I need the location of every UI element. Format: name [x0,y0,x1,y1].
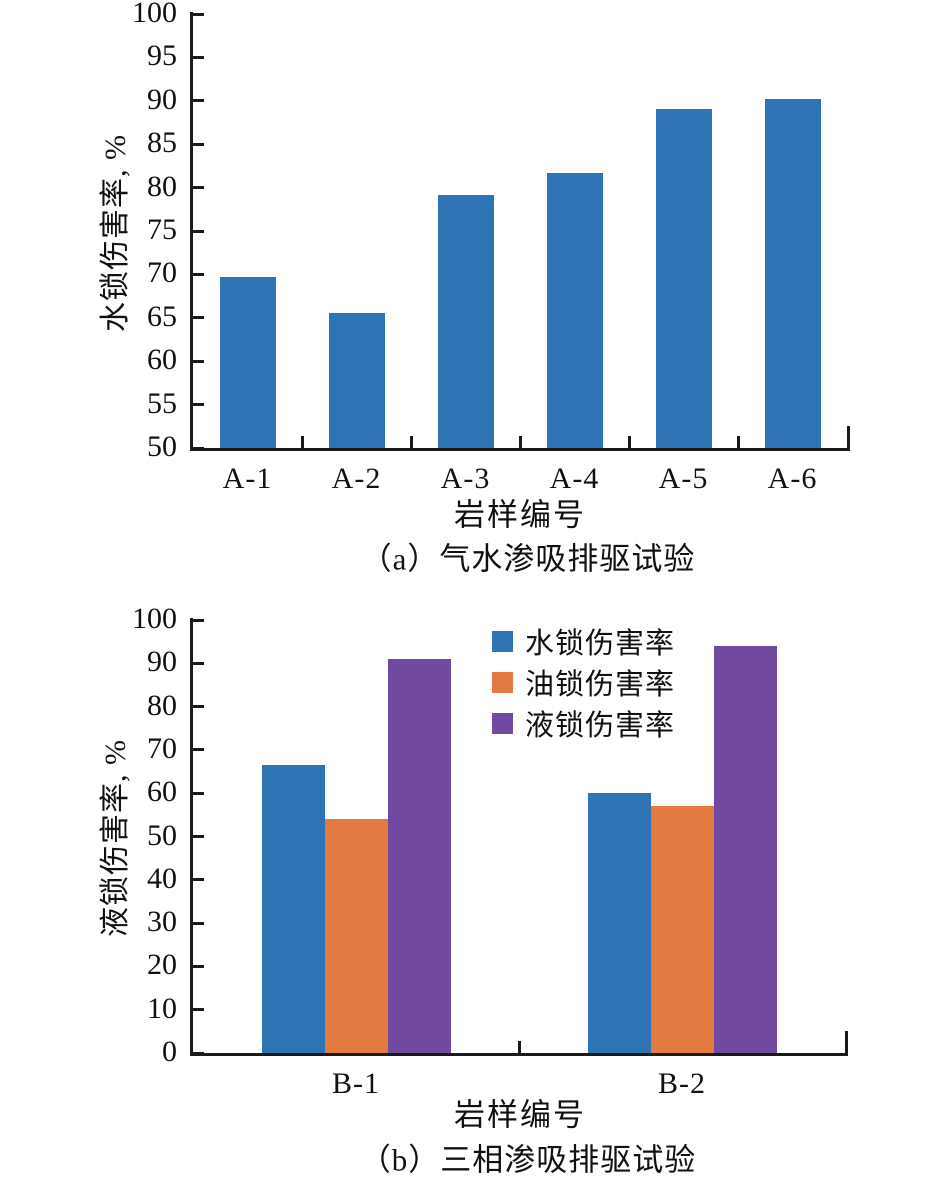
x-category-label: A-3 [440,462,491,495]
y-tick-label: 50 [147,818,177,852]
y-tick-label: 70 [147,256,177,290]
y-tick-label: 100 [132,0,177,29]
chart-a-x-axis-title: 岩样编号 [454,497,586,533]
legend-item: 油锁伤害率 [492,667,675,701]
y-tick-label: 95 [147,39,177,73]
chart-b-x-axis-title: 岩样编号 [454,1097,586,1133]
bar [261,765,325,1053]
y-tick-label: 40 [147,861,177,895]
y-tick-label: 50 [147,430,177,463]
x-boundary-tick [627,436,631,448]
y-tick [193,316,204,320]
x-axis-end-cap [845,1031,848,1053]
y-tick-label: 80 [147,169,177,203]
y-axis-line [190,12,193,451]
y-tick-label: 55 [147,386,177,420]
y-tick [193,229,204,233]
bar [387,658,451,1053]
x-boundary-tick [300,436,304,448]
y-tick [193,272,204,276]
y-tick [193,964,204,968]
chart-a-y-axis-title: 水锁伤害率, % [99,134,132,332]
y-axis-line [190,618,193,1056]
x-axis-line [190,1053,848,1056]
bar [324,819,388,1053]
y-tick-label: 60 [147,343,177,377]
x-axis-line [190,448,850,451]
x-boundary-tick [409,436,413,448]
chart-b-caption: （b）三相渗吸排驱试验 [359,1142,697,1178]
bar [328,313,385,448]
y-tick [193,748,204,752]
y-tick [193,12,204,16]
chart-a-caption: （a）气水渗吸排驱试验 [360,541,696,577]
bar [655,108,712,448]
y-tick-label: 10 [147,991,177,1025]
y-tick [193,142,204,146]
y-tick [193,1051,204,1055]
y-tick [193,791,204,795]
y-tick-label: 90 [147,645,177,679]
legend-swatch [492,630,513,652]
x-boundary-tick [518,436,522,448]
x-category-label: B-2 [658,1067,706,1100]
y-tick [193,186,204,190]
y-tick [193,878,204,882]
y-tick [193,1008,204,1012]
chart-b-y-axis-title: 液锁伤害率, % [99,739,132,937]
legend-label: 水锁伤害率 [525,628,676,660]
bar [437,194,494,448]
y-tick-label: 90 [147,82,177,116]
x-category-label: A-4 [549,462,600,495]
y-tick-label: 70 [147,731,177,765]
legend-label: 液锁伤害率 [525,710,676,742]
x-boundary-tick [736,436,740,448]
y-tick [193,359,204,363]
legend-item: 液锁伤害率 [492,708,675,742]
legend-swatch [492,671,513,693]
y-tick-label: 85 [147,126,177,160]
y-tick-label: 20 [147,948,177,982]
y-tick [193,705,204,709]
x-boundary-tick [517,1041,521,1053]
y-tick [193,403,204,407]
y-tick-label: 0 [162,1035,177,1068]
bar [587,793,651,1053]
legend-item: 水锁伤害率 [492,626,675,660]
x-category-label: A-2 [331,462,382,495]
legend-swatch [492,712,513,734]
bar [713,645,777,1053]
y-tick [193,99,204,103]
y-tick-label: 30 [147,905,177,939]
bar [650,806,714,1053]
y-tick [193,921,204,925]
x-category-label: A-1 [222,462,273,495]
y-tick-label: 75 [147,213,177,246]
bar [219,277,276,448]
bar [764,99,821,448]
y-tick [193,661,204,665]
y-tick-label: 100 [132,602,177,635]
x-category-label: A-5 [658,462,709,495]
y-tick [193,55,204,59]
y-tick-label: 60 [147,775,177,809]
x-category-label: B-1 [332,1067,380,1100]
y-tick-label: 65 [147,299,177,333]
x-axis-end-cap [847,426,850,448]
y-tick [193,835,204,838]
y-tick [193,446,204,450]
y-tick [193,618,204,622]
y-tick-label: 80 [147,688,177,722]
x-category-label: A-6 [767,462,818,495]
legend-label: 油锁伤害率 [525,669,676,701]
bar [546,172,603,448]
